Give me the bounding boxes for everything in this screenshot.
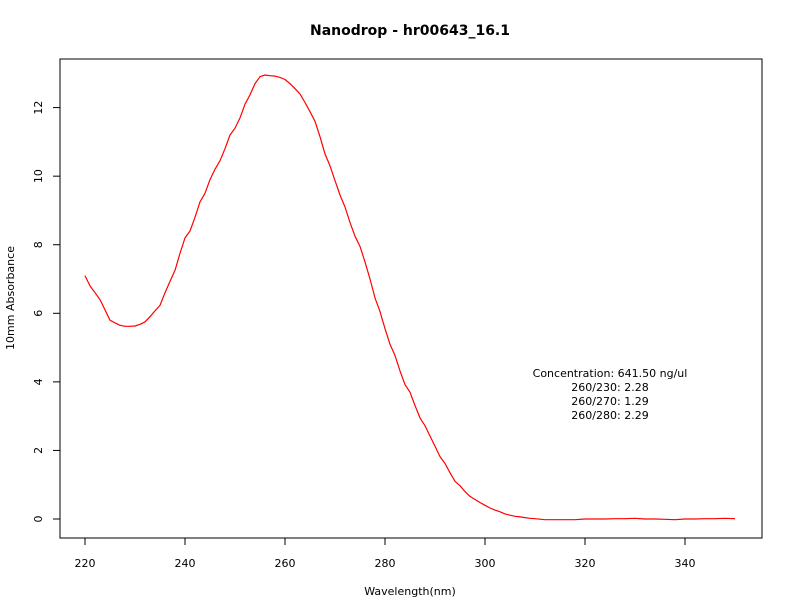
y-tick-label: 4	[32, 378, 45, 385]
x-tick-label: 260	[275, 557, 296, 570]
series-layer	[84, 74, 736, 521]
x-tick-label: 220	[75, 557, 96, 570]
y-tick-label: 8	[32, 241, 45, 248]
absorbance-series-line	[84, 74, 736, 521]
x-tick-label: 340	[675, 557, 696, 570]
x-tick-label: 280	[375, 557, 396, 570]
x-axis: 220 240 260 280 300 320 340	[75, 537, 696, 570]
y-tick-label: 6	[32, 310, 45, 317]
x-tick-label: 300	[475, 557, 496, 570]
chart-title: Nanodrop - hr00643_16.1	[310, 23, 510, 39]
concentration-annotation: Concentration: 641.50 ng/ul	[533, 367, 688, 380]
y-tick-label: 10	[32, 169, 45, 183]
x-tick-label: 240	[175, 557, 196, 570]
ratio-260-230-annotation: 260/230: 2.28	[571, 381, 648, 394]
y-tick-label: 2	[32, 447, 45, 454]
ratio-260-270-annotation: 260/270: 1.29	[571, 395, 648, 408]
measurement-annotations: Concentration: 641.50 ng/ul 260/230: 2.2…	[533, 367, 688, 422]
y-axis: 0 2 4 6 8 10 12	[32, 101, 61, 523]
plot-frame	[59, 58, 763, 539]
y-tick-label: 12	[32, 101, 45, 115]
x-axis-label: Wavelength(nm)	[364, 585, 456, 598]
ratio-260-280-annotation: 260/280: 2.29	[571, 409, 648, 422]
y-tick-label: 0	[32, 516, 45, 523]
x-tick-label: 320	[575, 557, 596, 570]
y-axis-label: 10mm Absorbance	[4, 246, 17, 350]
